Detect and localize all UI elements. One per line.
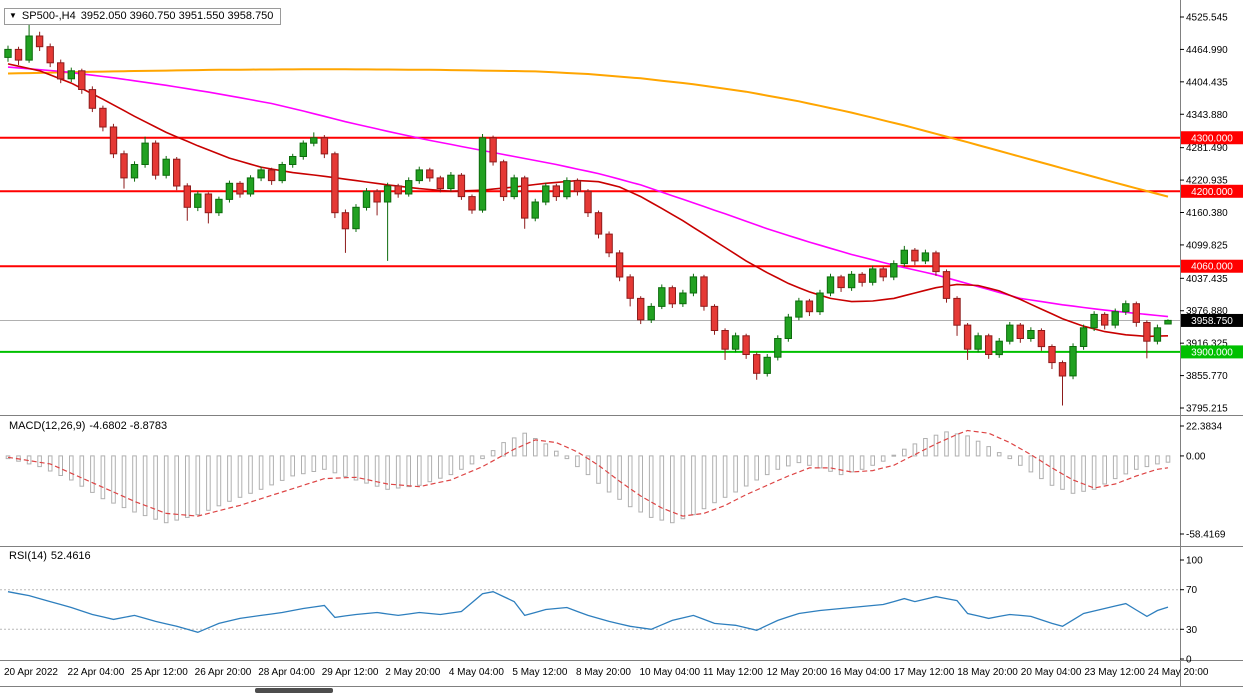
macd-panel: 22.3834 0.00 -58.4169 (5, 422, 1226, 541)
price-axis-tick: 4220.935 (1186, 176, 1228, 187)
time-axis-label: 28 Apr 04:00 (258, 667, 315, 678)
rsi-name: RSI(14) (9, 550, 47, 562)
rsi-value: 52.4616 (50, 550, 91, 562)
macd-signal-line (7, 429, 1169, 517)
level-price-label (1181, 184, 1243, 198)
macd-axis-tick: 0.00 (1186, 451, 1206, 462)
price-axis-tick: 4099.825 (1186, 240, 1228, 251)
price-axis-tick: 3976.880 (1186, 306, 1228, 317)
time-axis-label: 20 Apr 2022 (4, 667, 58, 678)
price-axis-tick: 4160.380 (1186, 208, 1228, 219)
time-axis-label: 22 Apr 04:00 (68, 667, 125, 678)
svg-text:4200.000: 4200.000 (1191, 187, 1233, 198)
macd-axis-tick: -58.4169 (1186, 530, 1226, 541)
price-axis-tick: 3795.215 (1186, 404, 1228, 415)
macd-axis-tick: 22.3834 (1186, 422, 1223, 433)
time-axis-label: 24 May 20:00 (1148, 667, 1209, 678)
time-axis-label: 25 Apr 12:00 (131, 667, 188, 678)
ma-fast-red-line (7, 63, 1169, 338)
price-axis-tick: 4037.435 (1186, 274, 1228, 285)
svg-text:3900.000: 3900.000 (1191, 347, 1233, 358)
price-axis-tick: 3916.325 (1186, 339, 1228, 350)
time-axis-label: 8 May 20:00 (576, 667, 631, 678)
price-axis-tick: 4464.990 (1186, 45, 1228, 56)
price-axis-tick: 3855.770 (1186, 371, 1228, 382)
rsi-indicator-label: RSI(14) 52.4616 (9, 550, 95, 562)
rsi-axis-tick: 100 (1186, 556, 1203, 567)
time-axis-label: 4 May 04:00 (449, 667, 504, 678)
time-axis-label: 29 Apr 12:00 (322, 667, 379, 678)
rsi-value-line (7, 591, 1169, 633)
time-axis-label: 18 May 20:00 (957, 667, 1018, 678)
time-axis-label: 2 May 20:00 (385, 667, 440, 678)
panel-separators (0, 415, 1243, 687)
time-axis-label: 17 May 12:00 (894, 667, 955, 678)
time-axis-label: 11 May 12:00 (703, 667, 763, 678)
level-price-label (1181, 259, 1243, 273)
macd-indicator-label: MACD(12,26,9) -4.6802 -8.8783 (9, 420, 171, 432)
rsi-panel: 100 70 30 0 (0, 556, 1203, 666)
svg-text:3958.750: 3958.750 (1191, 316, 1233, 327)
ohlc-values-label: 3952.050 3960.750 3951.550 3958.750 (80, 10, 274, 22)
ma-slow-orange-line (7, 68, 1169, 198)
moving-averages (7, 63, 1169, 338)
rsi-axis-tick: 30 (1186, 625, 1198, 636)
time-axis-label: 20 May 04:00 (1021, 667, 1082, 678)
svg-text:4300.000: 4300.000 (1191, 133, 1233, 144)
level-price-label (1181, 131, 1243, 145)
time-axis[interactable]: 20 Apr 2022 22 Apr 04:00 25 Apr 12:00 26 Ap… (4, 667, 1209, 678)
rsi-axis-tick: 70 (1186, 585, 1198, 596)
price-axis-tick: 4525.545 (1186, 13, 1228, 24)
time-axis-label: 16 May 04:00 (830, 667, 891, 678)
price-axis[interactable]: 4525.545 4464.990 4404.435 4343.880 4281.490… (1180, 0, 1243, 686)
price-axis-tick: 4343.880 (1186, 110, 1228, 121)
candlesticks (4, 17, 1172, 406)
symbol-period-label: SP500-,H4 (21, 10, 76, 22)
svg-text:4060.000: 4060.000 (1191, 262, 1233, 273)
time-axis-label: 12 May 20:00 (767, 667, 828, 678)
macd-name: MACD(12,26,9) (9, 420, 86, 432)
time-axis-label: 10 May 04:00 (640, 667, 701, 678)
time-axis-label: 26 Apr 20:00 (195, 667, 252, 678)
time-axis-label: 5 May 12:00 (512, 667, 567, 678)
time-axis-label: 23 May 12:00 (1084, 667, 1145, 678)
level-price-label (1181, 345, 1243, 359)
horizontal-scrollbar-thumb[interactable] (255, 688, 333, 693)
symbol-ohlc-box[interactable]: ▼ SP500-,H4 3952.050 3960.750 3951.550 3… (4, 8, 282, 25)
current-price-label (1181, 313, 1243, 327)
price-axis-tick: 4404.435 (1186, 77, 1228, 88)
price-axis-tick: 4281.490 (1186, 143, 1228, 154)
rsi-axis-tick: 0 (1186, 655, 1192, 666)
macd-values: -4.6802 -8.8783 (89, 420, 168, 432)
collapse-arrow-icon[interactable]: ▼ (9, 11, 17, 20)
